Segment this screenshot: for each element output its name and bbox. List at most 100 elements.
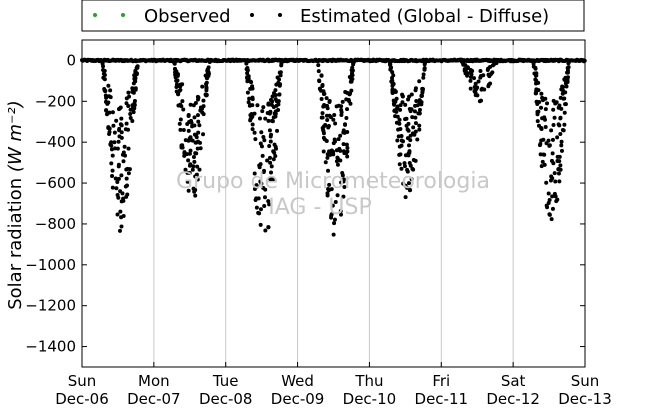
data-point — [104, 108, 109, 113]
data-point — [332, 217, 337, 222]
data-point — [340, 99, 345, 104]
data-point — [245, 71, 250, 76]
data-point — [247, 96, 252, 101]
data-point — [406, 181, 411, 186]
data-point — [176, 92, 181, 97]
data-point — [540, 159, 545, 164]
data-point — [277, 83, 282, 88]
data-point — [551, 107, 556, 112]
y-axis-label-unit: (W m⁻²) — [5, 100, 26, 172]
data-point — [420, 90, 425, 95]
data-point — [539, 105, 544, 110]
data-point — [413, 121, 418, 126]
data-point — [331, 141, 336, 146]
data-point — [403, 102, 408, 107]
data-point — [334, 104, 339, 109]
data-point — [258, 179, 263, 184]
data-point — [102, 77, 107, 82]
data-point — [321, 124, 326, 129]
data-point — [273, 144, 278, 149]
y-tick-label: −1000 — [25, 256, 76, 274]
data-point — [270, 94, 275, 99]
data-point — [250, 127, 255, 132]
y-tick-label: 0 — [66, 51, 76, 69]
x-tick-label-day: Mon — [138, 372, 170, 390]
legend-observed-marker — [93, 13, 97, 17]
data-point — [338, 212, 343, 217]
data-point — [397, 117, 402, 122]
data-point — [317, 78, 322, 83]
data-point — [187, 170, 192, 175]
data-point — [546, 200, 551, 205]
data-point — [325, 117, 330, 122]
data-point — [551, 161, 556, 166]
data-point — [547, 197, 552, 202]
data-point — [394, 109, 399, 114]
data-point — [459, 58, 464, 63]
data-point — [266, 199, 271, 204]
data-point — [181, 107, 186, 112]
legend-estimated-marker — [250, 13, 254, 17]
data-point — [269, 170, 274, 175]
data-point — [191, 103, 196, 108]
data-point — [130, 106, 135, 111]
data-point — [125, 183, 130, 188]
data-point — [388, 67, 393, 72]
data-point — [559, 148, 564, 153]
data-point — [174, 82, 179, 87]
data-point — [541, 152, 546, 157]
data-point — [410, 166, 415, 171]
data-point — [107, 94, 112, 99]
y-tick-label: −800 — [35, 215, 76, 233]
data-point — [398, 107, 403, 112]
data-point — [261, 135, 266, 140]
data-point — [248, 86, 253, 91]
data-point — [411, 125, 416, 130]
data-point — [277, 92, 282, 97]
data-point — [178, 117, 183, 122]
data-point — [417, 107, 422, 112]
x-tick-label-day: Sun — [68, 372, 97, 390]
data-point — [417, 79, 422, 84]
data-point — [409, 92, 414, 97]
data-point — [473, 93, 478, 98]
data-point — [106, 126, 111, 131]
data-point — [180, 99, 185, 104]
x-tick-label-date: Dec-10 — [343, 390, 397, 408]
data-point — [415, 137, 420, 142]
data-point — [414, 98, 419, 103]
data-point — [181, 128, 186, 133]
data-point — [244, 61, 249, 66]
data-point — [190, 167, 195, 172]
data-point — [124, 121, 129, 126]
data-point — [565, 77, 570, 82]
data-point — [133, 76, 138, 81]
data-point — [271, 91, 276, 96]
data-point — [195, 113, 200, 118]
data-point — [560, 127, 565, 132]
data-point — [177, 121, 182, 126]
data-point — [544, 180, 549, 185]
data-point — [335, 193, 340, 198]
data-point — [543, 107, 548, 112]
data-point — [563, 90, 568, 95]
data-point — [478, 69, 483, 74]
data-point — [198, 146, 203, 151]
x-tick-label-date: Dec-11 — [415, 390, 469, 408]
data-point — [465, 71, 470, 76]
data-point — [267, 143, 272, 148]
data-point — [468, 74, 473, 79]
data-point — [268, 160, 273, 165]
data-point — [119, 173, 124, 178]
data-point — [115, 212, 120, 217]
data-point — [261, 185, 266, 190]
data-point — [320, 111, 325, 116]
data-point — [274, 103, 279, 108]
data-point — [121, 213, 126, 218]
data-point — [549, 217, 554, 222]
data-point — [109, 161, 114, 166]
data-point — [126, 146, 131, 151]
data-point — [405, 169, 410, 174]
data-point — [187, 151, 192, 156]
